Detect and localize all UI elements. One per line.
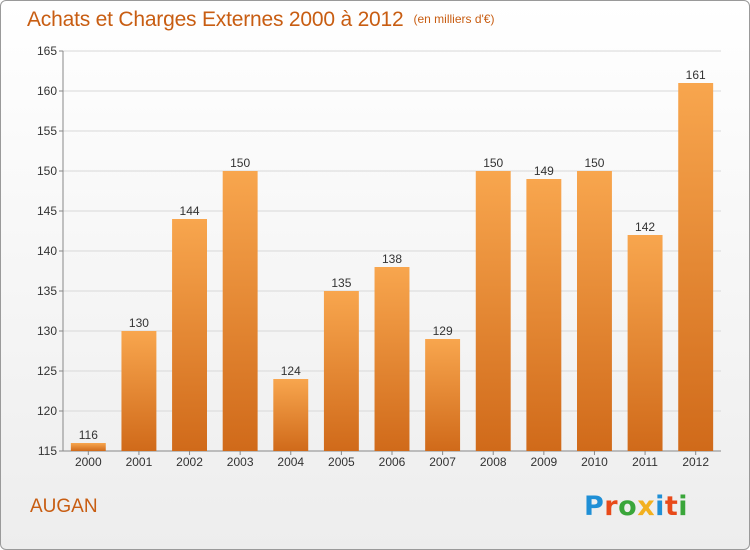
bars [70, 83, 714, 451]
ytick-label-150: 150 [37, 164, 57, 178]
bar-2010 [576, 171, 612, 451]
xtick-label-2003: 2003 [227, 455, 254, 469]
xtick-label-2011: 2011 [632, 455, 658, 469]
xtick-label-2009: 2009 [530, 455, 557, 469]
bar-2007 [425, 339, 461, 451]
chart-title: Achats et Charges Externes 2000 à 2012 [27, 8, 404, 31]
value-label-2012: 161 [686, 68, 706, 82]
logo-letter: t [664, 491, 679, 522]
xtick-label-2005: 2005 [328, 455, 355, 469]
ytick-label-145: 145 [37, 204, 57, 218]
bar-2006 [374, 267, 410, 451]
logo-letter: P [584, 491, 605, 522]
labels: 115 120 125 130 135 140 145 150 155 160 165 116 2000… [37, 44, 709, 469]
value-label-2006: 138 [382, 252, 402, 266]
value-label-2003: 150 [230, 156, 250, 170]
xtick-label-2008: 2008 [480, 455, 507, 469]
ytick-label-120: 120 [37, 404, 57, 418]
xtick-label-2000: 2000 [75, 455, 102, 469]
ytick-label-165: 165 [37, 44, 57, 58]
logo-letter: o [618, 491, 638, 522]
commune-name: AUGAN [30, 496, 98, 517]
xtick-label-2007: 2007 [429, 455, 456, 469]
value-label-2005: 135 [331, 276, 351, 290]
value-label-2002: 144 [180, 204, 200, 218]
bar-2004 [273, 379, 309, 451]
xtick-label-2006: 2006 [379, 455, 406, 469]
chart-subtitle: (en milliers d'€) [413, 12, 495, 26]
xtick-label-2004: 2004 [277, 455, 304, 469]
ytick-label-115: 115 [38, 444, 57, 458]
value-label-2008: 150 [483, 156, 503, 170]
xtick-label-2012: 2012 [682, 455, 709, 469]
logo-letter: r [604, 491, 619, 522]
value-label-2001: 130 [129, 316, 149, 330]
value-label-2007: 129 [433, 324, 453, 338]
bar-2003 [222, 171, 258, 451]
value-label-2000: 116 [79, 428, 98, 442]
bar-2002 [172, 219, 208, 451]
logo-letter: i [655, 491, 665, 522]
value-label-2010: 150 [584, 156, 604, 170]
ytick-label-130: 130 [37, 324, 57, 338]
bar-2008 [475, 171, 511, 451]
ytick-label-125: 125 [37, 364, 57, 378]
title-row: Achats et Charges Externes 2000 à 2012 (e… [27, 8, 494, 32]
ytick-label-160: 160 [37, 84, 57, 98]
proxiti-logo: Proxiti [584, 491, 688, 522]
logo-letter: x [637, 491, 656, 522]
xtick-label-2001: 2001 [126, 455, 153, 469]
bar-2009 [526, 179, 562, 451]
bar-2011 [627, 235, 663, 451]
bar-2000 [70, 443, 106, 451]
bar-2005 [323, 291, 359, 451]
xtick-label-2010: 2010 [581, 455, 608, 469]
bar-2012 [678, 83, 714, 451]
xtick-label-2002: 2002 [176, 455, 203, 469]
ytick-label-135: 135 [37, 284, 57, 298]
bar-2001 [121, 331, 157, 451]
ytick-label-155: 155 [37, 124, 57, 138]
value-label-2004: 124 [281, 364, 301, 378]
value-label-2009: 149 [534, 164, 554, 178]
value-label-2011: 142 [635, 220, 655, 234]
logo-letter: i [678, 491, 689, 522]
ytick-label-140: 140 [37, 244, 57, 258]
